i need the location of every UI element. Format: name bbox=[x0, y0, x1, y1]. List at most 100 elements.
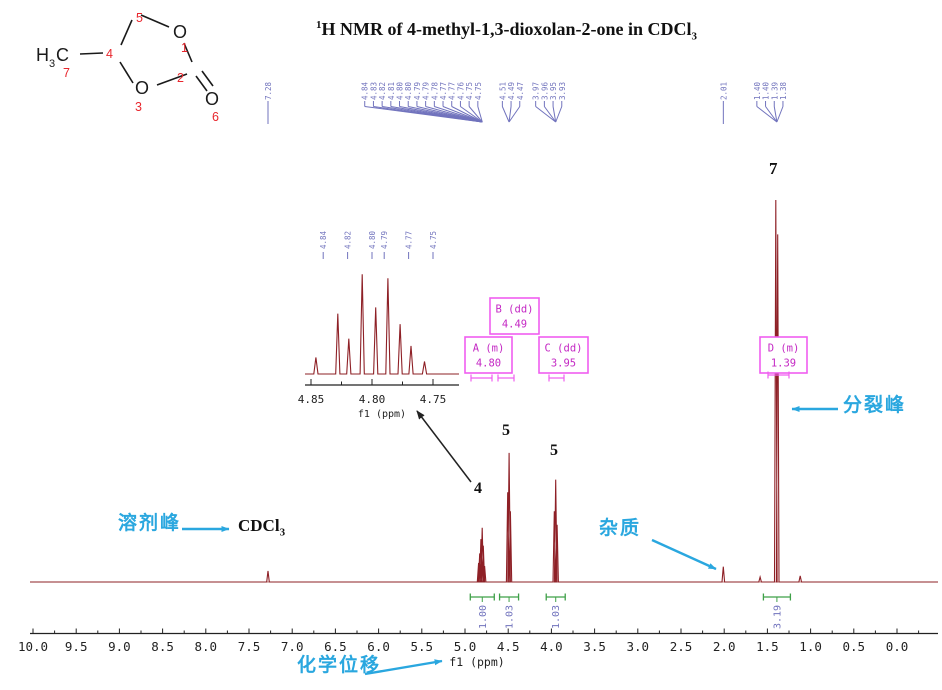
axis-tick-label: 4.0 bbox=[540, 639, 563, 654]
axis-tick-label: 8.5 bbox=[151, 639, 174, 654]
atom-number-6: 6 bbox=[212, 110, 219, 124]
axis-tick-label: 1.0 bbox=[799, 639, 822, 654]
peak-list-value: 4.75 bbox=[474, 82, 483, 100]
x-axis-title: f1 (ppm) bbox=[449, 655, 504, 669]
peak-list-value: 1.40 bbox=[762, 81, 771, 100]
title-subscript: 3 bbox=[691, 30, 697, 43]
spectrum-line bbox=[30, 199, 938, 583]
axis-tick-label: 9.5 bbox=[65, 639, 88, 654]
peak-list-value: 3.96 bbox=[540, 81, 549, 100]
peak-list-connector bbox=[773, 106, 778, 123]
axis-tick-label: 9.0 bbox=[108, 639, 131, 654]
peak-list-value: 4.78 bbox=[430, 81, 439, 100]
multiplet-box-D bbox=[759, 336, 808, 374]
molecule-structure: H 3 C O O O 1 2 3 4 5 6 7 bbox=[36, 11, 219, 124]
peak-list-connector bbox=[434, 106, 483, 123]
bond-c5-o1 bbox=[140, 14, 170, 28]
multiplet-box-shift: 4.49 bbox=[502, 319, 527, 331]
multiplet-box-id: A (m) bbox=[473, 343, 505, 355]
axis-tick-label: 3.0 bbox=[627, 639, 650, 654]
spectrum-trace bbox=[30, 199, 938, 583]
peak-list-value: 4.81 bbox=[387, 82, 396, 100]
axis-tick-label: 8.0 bbox=[195, 639, 218, 654]
peak-list-connector bbox=[501, 106, 510, 123]
peak-list-value: 7.28 bbox=[264, 81, 273, 100]
axis-tick-label: 5.5 bbox=[411, 639, 434, 654]
solvent-peak-annotation: 溶剂峰 bbox=[118, 513, 182, 534]
peak-list-connector bbox=[468, 106, 483, 123]
atom-number-3: 3 bbox=[135, 100, 142, 114]
inset-peak-value: 4.77 bbox=[405, 231, 414, 249]
peak-list-value: 4.82 bbox=[378, 82, 387, 100]
peak-list-connector bbox=[535, 106, 557, 123]
peak-list-connector bbox=[552, 106, 557, 123]
peak-label-5b: 5 bbox=[550, 442, 558, 459]
axis-tick-label: 6.5 bbox=[324, 639, 347, 654]
impurity-annotation: 杂质 bbox=[599, 518, 642, 539]
double-bond-line1 bbox=[195, 75, 208, 92]
peak-list-connector bbox=[555, 106, 563, 123]
peak-list-value: 3.95 bbox=[549, 82, 558, 100]
multiplet-box-id: D (m) bbox=[768, 343, 800, 355]
peak-list-value: 1.40 bbox=[753, 81, 762, 100]
atom-number-2: 2 bbox=[177, 71, 184, 85]
peak-list-value: 4.49 bbox=[507, 82, 516, 100]
multiplet-box-shift: 3.95 bbox=[551, 358, 576, 370]
integral-value: 1.03 bbox=[505, 605, 516, 629]
peak-label-5a: 5 bbox=[502, 422, 510, 439]
axis-tick-label: 2.5 bbox=[670, 639, 693, 654]
integral-brackets: 1.00 1.03 1.03 3.19 bbox=[469, 593, 792, 629]
title-main: H NMR of 4-methyl-1,3-dioxolan-2-one in … bbox=[321, 19, 692, 39]
integral-value: 1.00 bbox=[478, 605, 489, 629]
peak-list-value: 4.47 bbox=[516, 82, 525, 100]
multiplet-box-B bbox=[489, 297, 540, 335]
peak-list-value: 4.80 bbox=[404, 81, 413, 100]
inset-spectrum-line bbox=[305, 274, 459, 375]
methyl-c-label: C bbox=[56, 45, 69, 65]
oxygen6-symbol: O bbox=[205, 89, 219, 109]
methyl-h-label: H bbox=[36, 45, 49, 65]
peak-list-value: 4.75 bbox=[465, 82, 474, 100]
atom-number-1: 1 bbox=[181, 41, 188, 55]
axis-tick-label: 5.0 bbox=[454, 639, 477, 654]
bond-c2-o3 bbox=[156, 73, 188, 86]
x-axis: 10.0 9.5 9.0 8.5 8.0 7.5 7.0 6.5 6.0 5.5 5.0 4.5 4.0… bbox=[18, 628, 938, 654]
peak-label-4: 4 bbox=[474, 480, 482, 497]
inset-peak-value: 4.80 bbox=[368, 230, 377, 249]
axis-tick-label: 1.5 bbox=[756, 639, 779, 654]
peak-list-value: 4.79 bbox=[422, 82, 431, 100]
axis-tick-label: 0.5 bbox=[843, 639, 866, 654]
axis-tick-label: 2.0 bbox=[713, 639, 736, 654]
inset-tick-label-475: 4.75 bbox=[420, 393, 447, 406]
inset-peak-value: 4.82 bbox=[344, 231, 353, 249]
multiplet-box-shift: 4.80 bbox=[476, 358, 501, 370]
chemical-shift-arrow-icon bbox=[364, 659, 443, 676]
peak-label-7: 7 bbox=[769, 159, 778, 178]
solvent-formula-label: CDCl3 bbox=[238, 517, 285, 538]
multiplet-box-id: C (dd) bbox=[545, 343, 583, 355]
integral-value: 1.03 bbox=[551, 605, 562, 629]
peak-list-connector bbox=[442, 106, 483, 123]
peak-list-value: 4.80 bbox=[396, 81, 405, 100]
axis-tick-label: 7.5 bbox=[238, 639, 261, 654]
oxygen3-symbol: O bbox=[135, 78, 149, 98]
bond-o3-c4 bbox=[119, 61, 134, 84]
peak-list-labels: 7.28 4.84 4.83 4.82 4.81 4.80 4.80 4.79 4.79 4.78… bbox=[264, 81, 788, 124]
peak-list-connector bbox=[508, 106, 512, 123]
solvent-formula-subscript: 3 bbox=[279, 526, 286, 539]
peak-list-connector bbox=[543, 106, 557, 123]
axis-tick-label: 6.0 bbox=[367, 639, 390, 654]
oxygen1-symbol: O bbox=[173, 22, 187, 42]
peak-list-value: 4.83 bbox=[369, 82, 378, 100]
axis-tick-label: 10.0 bbox=[18, 639, 48, 654]
peak-list-value: 3.93 bbox=[558, 82, 567, 100]
peak-list-value: 1.39 bbox=[770, 82, 779, 100]
peak-list-value: 1.38 bbox=[779, 81, 788, 100]
peak-list-value: 4.77 bbox=[439, 82, 448, 100]
inset-peak-value: 4.79 bbox=[380, 231, 389, 249]
split-peak-annotation: 分裂峰 bbox=[843, 395, 907, 416]
page-title: 1H NMR of 4-methyl-1,3-dioxolan-2-one in… bbox=[316, 20, 697, 43]
inset-axis: 4.85 4.80 4.75 f1 (ppm) bbox=[298, 379, 459, 420]
